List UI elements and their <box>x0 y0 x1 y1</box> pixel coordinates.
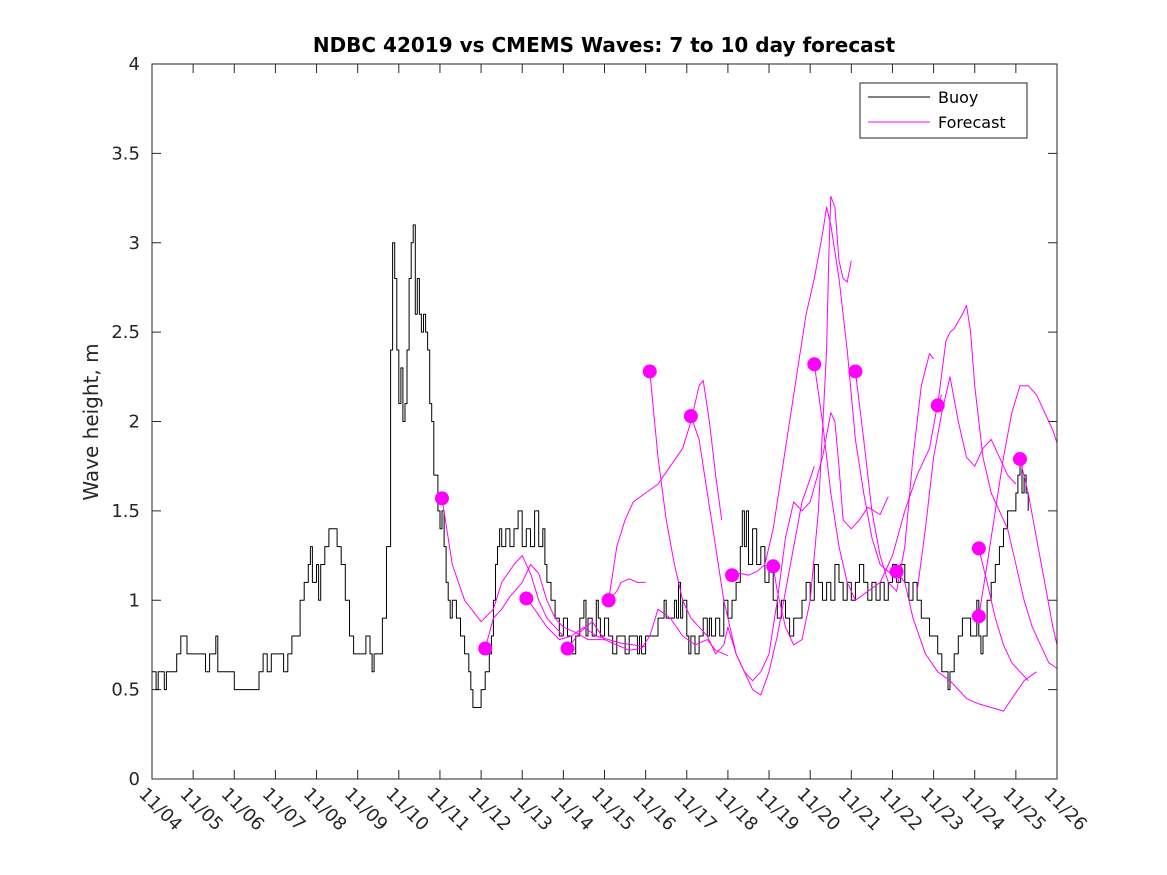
forecast-start-marker <box>848 364 863 379</box>
forecast-series-line <box>916 376 1017 592</box>
forecast-start-marker <box>807 357 822 372</box>
y-tick-label: 1.5 <box>111 501 140 522</box>
y-axis-label: Wave height, m <box>79 343 103 500</box>
forecast-series-line <box>1019 458 1057 646</box>
y-tick-label: 4 <box>129 54 140 75</box>
forecast-start-marker <box>971 609 986 624</box>
y-tick-label: 2.5 <box>111 322 140 343</box>
forecast-start-marker <box>478 641 493 656</box>
forecast-series-line <box>978 548 1029 682</box>
y-tick-label: 3.5 <box>111 143 140 164</box>
forecast-series-line <box>854 353 934 592</box>
forecast-series-line <box>608 578 646 601</box>
forecast-series-line <box>813 364 943 601</box>
forecast-series-line <box>978 385 1057 617</box>
forecast-series-line <box>649 371 815 696</box>
forecast-start-marker <box>766 559 781 574</box>
forecast-series-line <box>484 564 605 649</box>
forecast-start-marker <box>725 568 740 583</box>
y-tick-label: 3 <box>129 233 140 254</box>
forecast-series-line <box>608 379 723 601</box>
plot-frame <box>151 63 1058 780</box>
markers-layer <box>435 357 1027 656</box>
forecast-start-marker <box>683 409 698 424</box>
forecast-series-line <box>896 571 1037 712</box>
y-tick-label: 0.5 <box>111 680 140 701</box>
forecast-start-marker <box>971 541 986 556</box>
forecast-start-marker <box>889 564 904 579</box>
y-tick-label: 2 <box>129 412 140 433</box>
forecast-series-line <box>567 608 729 657</box>
forecast-series-line <box>441 498 564 637</box>
forecast-start-marker <box>601 593 616 608</box>
forecast-series-line <box>937 304 1057 669</box>
forecast-start-marker <box>642 364 657 379</box>
forecast-start-marker <box>930 398 945 413</box>
legend-forecast-label: Forecast <box>938 113 1006 132</box>
y-tick-label: 0 <box>129 769 140 790</box>
forecast-start-marker <box>1012 452 1027 467</box>
series-layer <box>152 195 1057 712</box>
forecast-start-marker <box>519 591 534 606</box>
forecast-series-line <box>731 206 893 576</box>
forecast-series-line <box>525 598 646 648</box>
buoy-series-line <box>152 224 1029 708</box>
forecast-series-line <box>772 195 852 646</box>
chart-title: NDBC 42019 vs CMEMS Waves: 7 to 10 day f… <box>313 33 896 57</box>
legend-buoy-label: Buoy <box>938 88 978 107</box>
forecast-start-marker <box>435 491 450 506</box>
legend: Buoy Forecast <box>859 82 1028 139</box>
forecast-start-marker <box>560 641 575 656</box>
y-tick-label: 1 <box>129 590 140 611</box>
legend-box <box>859 82 1028 139</box>
forecast-series-line <box>690 412 889 682</box>
